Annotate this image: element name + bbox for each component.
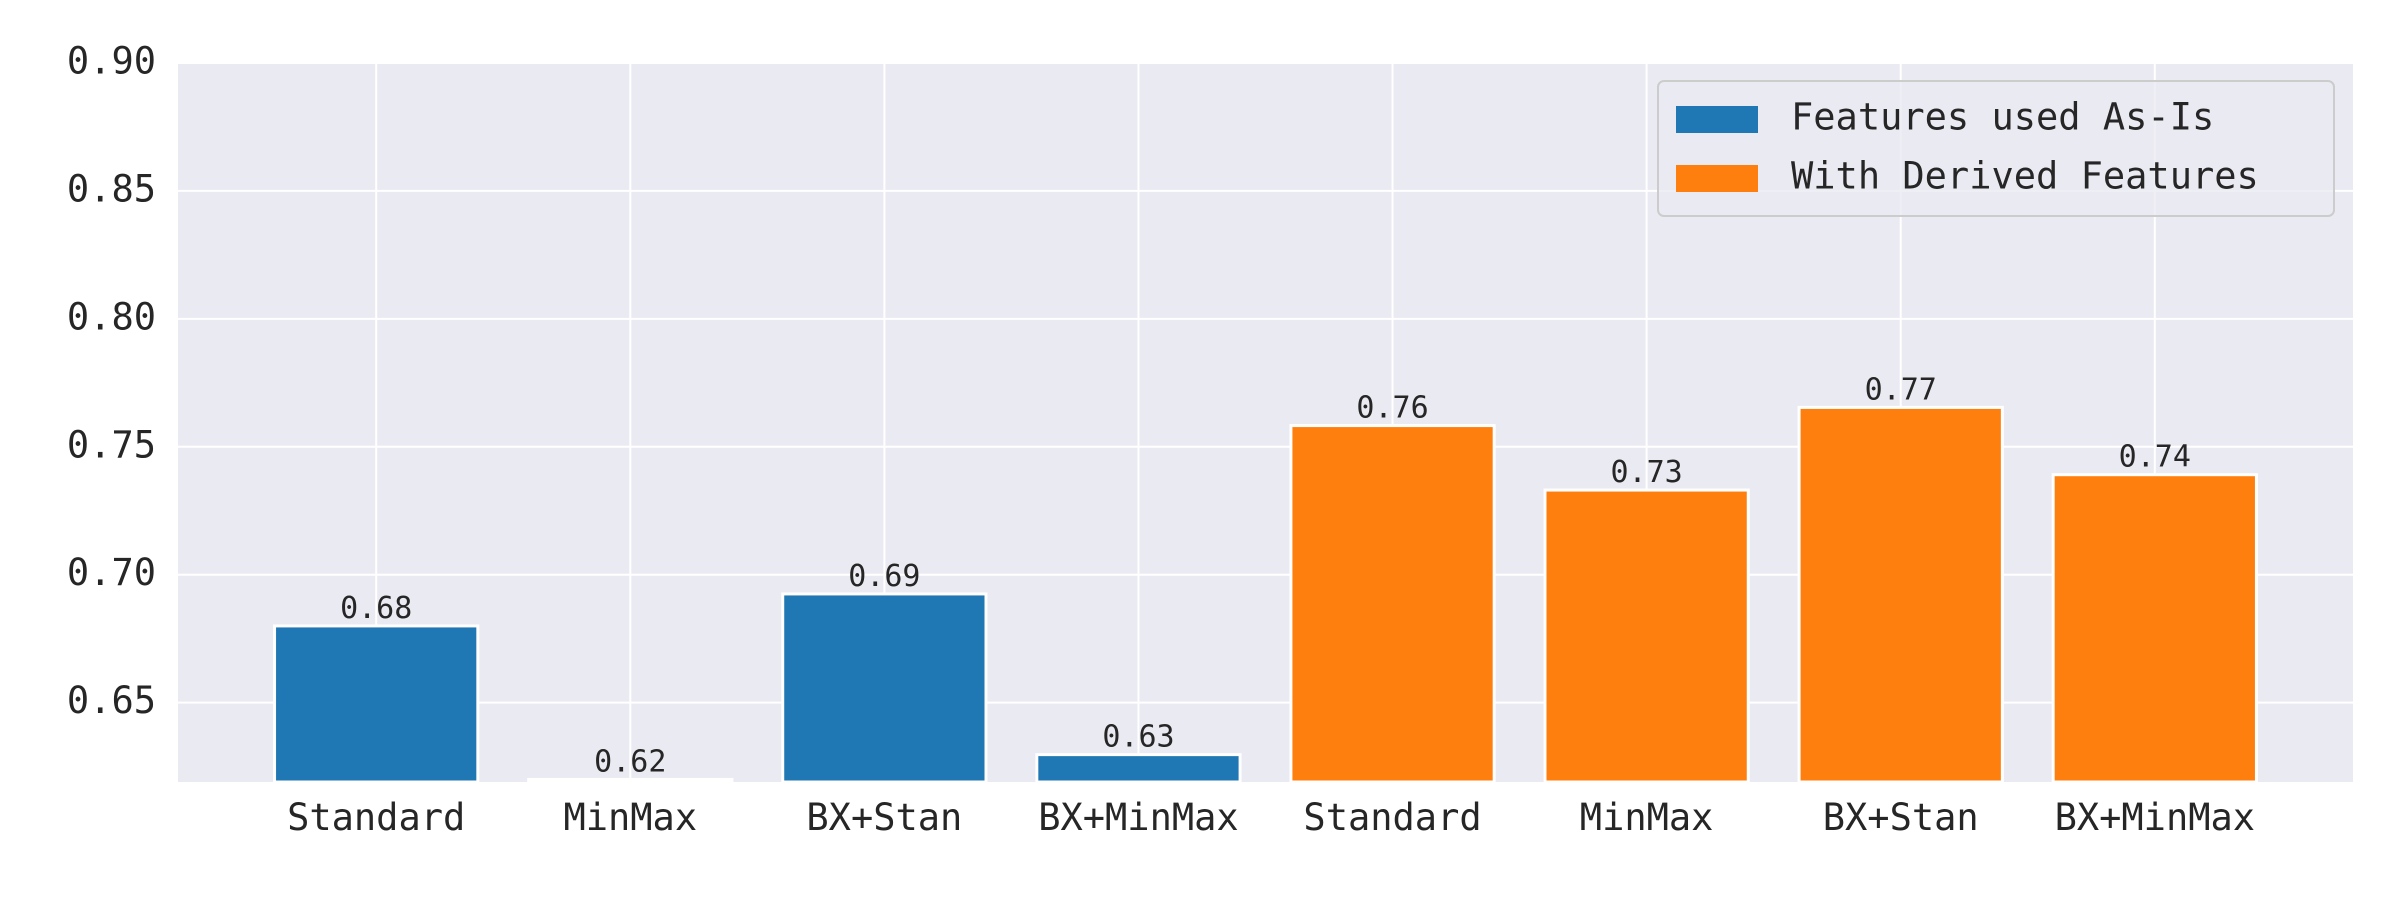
bar bbox=[1797, 405, 2004, 784]
legend: Features used As-Is With Derived Features bbox=[1657, 80, 2335, 217]
x-tick-label: BX+Stan bbox=[1823, 796, 1979, 839]
x-tick-label: Standard bbox=[287, 796, 465, 839]
bar bbox=[1543, 488, 1750, 784]
value-label: 0.74 bbox=[2119, 440, 2191, 475]
value-label: 0.68 bbox=[340, 591, 412, 626]
legend-swatch bbox=[1676, 165, 1758, 192]
value-label: 0.77 bbox=[1865, 372, 1937, 407]
y-tick-label: 0.90 bbox=[67, 40, 156, 83]
value-label: 0.62 bbox=[594, 744, 666, 779]
y-tick-label: 0.85 bbox=[67, 167, 156, 210]
bar bbox=[1289, 424, 1496, 784]
value-label: 0.63 bbox=[1102, 720, 1174, 755]
legend-box bbox=[1657, 80, 2335, 217]
y-tick-label: 0.80 bbox=[67, 295, 156, 338]
x-tick-label: MinMax bbox=[1580, 796, 1714, 839]
bar bbox=[273, 624, 480, 784]
value-label: 0.73 bbox=[1611, 455, 1683, 490]
value-label: 0.76 bbox=[1356, 391, 1428, 426]
bar bbox=[1035, 753, 1242, 784]
y-tick-label: 0.70 bbox=[67, 551, 156, 594]
bar bbox=[527, 777, 734, 784]
bars bbox=[273, 405, 2258, 784]
y-tick-label: 0.75 bbox=[67, 423, 156, 466]
legend-label: With Derived Features bbox=[1791, 155, 2259, 198]
x-tick-label: BX+MinMax bbox=[2055, 796, 2255, 839]
legend-swatch bbox=[1676, 106, 1758, 133]
bar bbox=[781, 592, 988, 784]
x-tick-label: MinMax bbox=[563, 796, 697, 839]
x-tick-label: Standard bbox=[1303, 796, 1481, 839]
x-tick-label: BX+MinMax bbox=[1038, 796, 1238, 839]
labels: 0.65 0.70 0.75 0.80 0.85 0.90 Standard MinMax BX… bbox=[67, 40, 2255, 840]
legend-label: Features used As-Is bbox=[1791, 96, 2214, 139]
value-label: 0.69 bbox=[848, 559, 920, 594]
y-tick-label: 0.65 bbox=[67, 679, 156, 722]
bar bbox=[2051, 473, 2258, 784]
x-tick-label: BX+Stan bbox=[806, 796, 962, 839]
